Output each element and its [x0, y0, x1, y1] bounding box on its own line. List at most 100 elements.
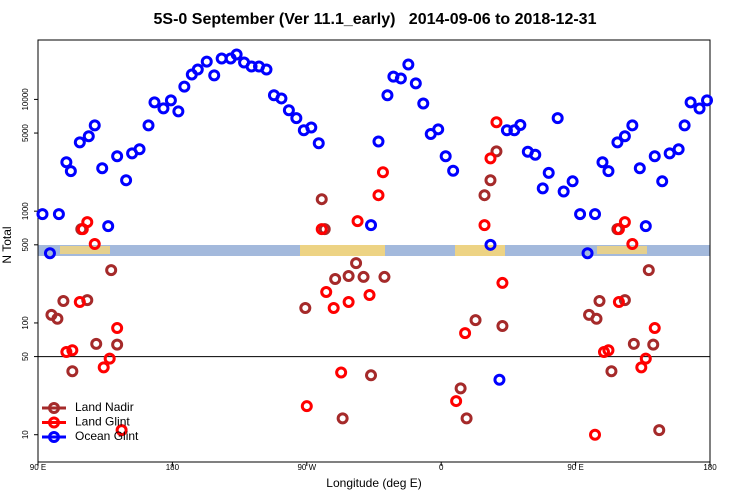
- point: [618, 130, 631, 143]
- point: [447, 164, 460, 177]
- point: [88, 119, 101, 132]
- point: [372, 189, 385, 202]
- point: [102, 220, 115, 233]
- point: [596, 156, 609, 169]
- point: [500, 124, 513, 137]
- point: [484, 238, 497, 251]
- point: [678, 119, 691, 132]
- point: [97, 361, 110, 374]
- point: [260, 63, 273, 76]
- point: [60, 156, 73, 169]
- point: [60, 345, 73, 358]
- point: [648, 150, 661, 163]
- point: [73, 295, 86, 308]
- y-tick-label: 10: [21, 430, 30, 439]
- point: [478, 219, 491, 232]
- point: [66, 344, 79, 357]
- legend-marker: [48, 402, 60, 414]
- point: [496, 319, 509, 332]
- point: [299, 302, 312, 315]
- point: [315, 193, 328, 206]
- y-tick-label: 1000: [21, 202, 30, 220]
- point: [602, 165, 615, 178]
- x-tick-label: 180: [703, 463, 717, 472]
- point: [157, 102, 170, 115]
- point: [663, 147, 676, 160]
- point: [142, 119, 155, 132]
- point: [120, 174, 133, 187]
- y-tick-label: 50: [21, 352, 30, 361]
- point: [230, 48, 243, 61]
- point: [82, 130, 95, 143]
- point: [172, 105, 185, 118]
- point: [639, 220, 652, 233]
- y-tick-label: 500: [21, 238, 30, 252]
- x-axis-label: Longitude (deg E): [326, 476, 421, 490]
- point: [460, 412, 473, 425]
- point: [484, 174, 497, 187]
- point: [365, 219, 378, 232]
- point: [105, 264, 118, 277]
- point: [245, 60, 258, 73]
- point: [52, 208, 65, 221]
- point: [417, 97, 430, 110]
- point: [350, 257, 363, 270]
- point: [484, 152, 497, 165]
- point: [551, 112, 564, 125]
- point: [647, 338, 660, 351]
- point: [36, 208, 49, 221]
- point: [111, 322, 124, 335]
- point: [478, 189, 491, 202]
- point: [365, 369, 378, 382]
- point: [402, 58, 415, 71]
- point: [612, 223, 625, 236]
- legend-label: Land Nadir: [75, 400, 134, 414]
- point: [342, 295, 355, 308]
- point: [602, 344, 615, 357]
- point: [542, 166, 555, 179]
- point: [612, 295, 625, 308]
- point: [626, 238, 639, 251]
- chart-title: 5S-0 September (Ver 11.1_early) 2014-09-…: [154, 11, 597, 28]
- x-tick-label: 90 E: [30, 463, 46, 472]
- point: [111, 338, 124, 351]
- point: [43, 247, 56, 260]
- point: [684, 96, 697, 109]
- point: [76, 223, 89, 236]
- point: [335, 366, 348, 379]
- point: [133, 143, 146, 156]
- point: [633, 162, 646, 175]
- point: [96, 162, 109, 175]
- point: [305, 121, 318, 134]
- x-tick-label: 90 E: [567, 463, 583, 472]
- point: [320, 286, 333, 299]
- point: [208, 69, 221, 82]
- map-strip: [38, 245, 710, 256]
- point: [439, 150, 452, 163]
- point: [642, 264, 655, 277]
- y-axis-label: N Total: [0, 226, 14, 263]
- point: [574, 208, 587, 221]
- point: [590, 312, 603, 325]
- point: [618, 294, 631, 307]
- point: [103, 352, 116, 365]
- point: [336, 412, 349, 425]
- point: [581, 247, 594, 260]
- point: [372, 135, 385, 148]
- point: [57, 295, 70, 308]
- point: [300, 400, 313, 413]
- point: [589, 208, 602, 221]
- point: [656, 175, 669, 188]
- plot-frame: [37, 39, 711, 463]
- point: [490, 116, 503, 129]
- point: [496, 276, 509, 289]
- point: [493, 373, 506, 386]
- point: [701, 94, 714, 107]
- point: [432, 123, 445, 136]
- point: [51, 312, 64, 325]
- point: [357, 270, 370, 283]
- point: [589, 428, 602, 441]
- point: [672, 143, 685, 156]
- point: [605, 365, 618, 378]
